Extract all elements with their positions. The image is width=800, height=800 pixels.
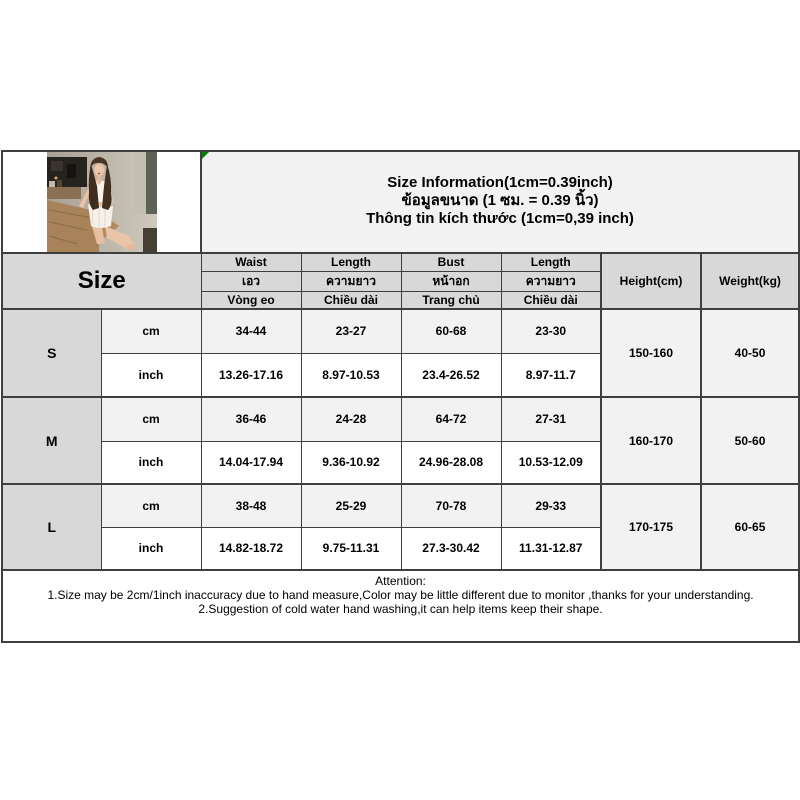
l-bust-inch: 27.3-30.42 bbox=[400, 526, 502, 571]
s-length1-inch: 8.97-10.53 bbox=[300, 352, 402, 398]
photo-title-row: Size Information(1cm=0.39inch) ข้อมูลขนา… bbox=[1, 150, 800, 254]
s-length1-cm: 23-27 bbox=[300, 308, 402, 354]
size-chart-table: Size Information(1cm=0.39inch) ข้อมูลขนา… bbox=[1, 150, 800, 643]
m-weight: 50-60 bbox=[700, 396, 800, 485]
header-waist-th: เอว bbox=[200, 270, 302, 292]
l-length2-cm: 29-33 bbox=[500, 483, 602, 528]
header-row-th: เอว ความยาว หน้าอก ความยาว bbox=[2, 270, 799, 292]
attention-note-2: 2.Suggestion of cold water hand washing,… bbox=[198, 602, 603, 616]
attention-note-1: 1.Size may be 2cm/1inch inaccuracy due t… bbox=[47, 588, 754, 602]
l-length1-inch: 9.75-11.31 bbox=[300, 526, 402, 571]
product-photo-cell bbox=[1, 150, 202, 254]
m-length2-cm: 27-31 bbox=[500, 396, 602, 442]
l-weight: 60-65 bbox=[700, 483, 800, 571]
title-th: ข้อมูลขนาด (1 ซม. = 0.39 นิ้ว) bbox=[401, 192, 599, 209]
comment-marker-icon bbox=[203, 152, 209, 159]
header-bust-vi: Trang chủ bbox=[400, 290, 502, 310]
m-length1-cm: 24-28 bbox=[300, 396, 402, 442]
s-waist-inch: 13.26-17.16 bbox=[200, 352, 302, 398]
m-bust-cm: 64-72 bbox=[400, 396, 502, 442]
header-waist-vi: Vòng eo bbox=[200, 290, 302, 310]
unit-inch-s: inch bbox=[100, 352, 202, 398]
header-bust-th: หน้าอก bbox=[400, 270, 502, 292]
size-corner-header: Size bbox=[1, 252, 202, 310]
unit-inch-l: inch bbox=[100, 526, 202, 571]
size-label-m: M bbox=[1, 396, 102, 485]
header-length1-th: ความยาว bbox=[300, 270, 402, 292]
size-label-l: L bbox=[1, 483, 102, 571]
header-length1-vi: Chiều dài bbox=[300, 290, 402, 310]
l-bust-cm: 70-78 bbox=[400, 483, 502, 528]
l-waist-inch: 14.82-18.72 bbox=[200, 526, 302, 571]
unit-inch-m: inch bbox=[100, 440, 202, 485]
size-label-s: S bbox=[1, 308, 102, 398]
attention-row: Attention: 1.Size may be 2cm/1inch inacc… bbox=[1, 569, 800, 643]
l-height: 170-175 bbox=[600, 483, 702, 571]
s-bust-cm: 60-68 bbox=[400, 308, 502, 354]
row-m-cm: M cm 36-46 24-28 64-72 27-31 160-170 50-… bbox=[1, 396, 800, 485]
row-m-inch: inch 14.04-17.94 9.36-10.92 24.96-28.08 … bbox=[2, 440, 799, 485]
unit-cm-l: cm bbox=[100, 483, 202, 528]
title-vi: Thông tin kích thước (1cm=0,39 inch) bbox=[366, 210, 634, 227]
title-en: Size Information(1cm=0.39inch) bbox=[387, 174, 613, 191]
model-photo-illustration bbox=[46, 152, 157, 252]
s-bust-inch: 23.4-26.52 bbox=[400, 352, 502, 398]
s-waist-cm: 34-44 bbox=[200, 308, 302, 354]
header-length2-en: Length bbox=[500, 252, 602, 272]
l-length2-inch: 11.31-12.87 bbox=[500, 526, 602, 571]
m-waist-inch: 14.04-17.94 bbox=[200, 440, 302, 485]
header-length2-th: ความยาว bbox=[500, 270, 602, 292]
row-s-cm: S cm 34-44 23-27 60-68 23-30 150-160 40-… bbox=[1, 308, 800, 398]
model-photo bbox=[46, 152, 157, 252]
header-length1-en: Length bbox=[300, 252, 402, 272]
attention-cell: Attention: 1.Size may be 2cm/1inch inacc… bbox=[1, 569, 800, 643]
m-length2-inch: 10.53-12.09 bbox=[500, 440, 602, 485]
l-length1-cm: 25-29 bbox=[300, 483, 402, 528]
s-length2-inch: 8.97-11.7 bbox=[500, 352, 602, 398]
l-waist-cm: 38-48 bbox=[200, 483, 302, 528]
row-l-inch: inch 14.82-18.72 9.75-11.31 27.3-30.42 1… bbox=[2, 526, 799, 571]
header-row-en: Size Waist Length Bust Length Height(cm)… bbox=[1, 252, 800, 310]
m-bust-inch: 24.96-28.08 bbox=[400, 440, 502, 485]
row-l-cm: L cm 38-48 25-29 70-78 29-33 170-175 60-… bbox=[1, 483, 800, 571]
header-weight: Weight(kg) bbox=[700, 252, 800, 310]
s-weight: 40-50 bbox=[700, 308, 800, 398]
header-bust-en: Bust bbox=[400, 252, 502, 272]
s-length2-cm: 23-30 bbox=[500, 308, 602, 354]
m-length1-inch: 9.36-10.92 bbox=[300, 440, 402, 485]
header-waist-en: Waist bbox=[200, 252, 302, 272]
m-waist-cm: 36-46 bbox=[200, 396, 302, 442]
unit-cm-m: cm bbox=[100, 396, 202, 442]
title-cell: Size Information(1cm=0.39inch) ข้อมูลขนา… bbox=[199, 150, 800, 254]
header-length2-vi: Chiều dài bbox=[500, 290, 602, 310]
unit-cm-s: cm bbox=[100, 308, 202, 354]
header-height: Height(cm) bbox=[600, 252, 702, 310]
m-height: 160-170 bbox=[600, 396, 702, 485]
attention-heading: Attention: bbox=[375, 574, 426, 588]
s-height: 150-160 bbox=[600, 308, 702, 398]
